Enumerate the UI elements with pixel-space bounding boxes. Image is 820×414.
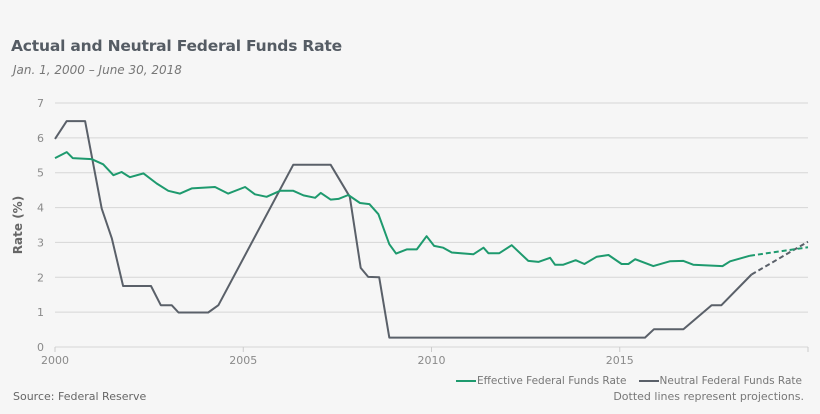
y-tick-label: 3 [37,236,44,249]
y-tick-label: 5 [37,167,44,180]
x-tick-label: 2015 [606,354,634,367]
legend-item-neutral: Neutral Federal Funds Rate [638,375,802,387]
chart-subtitle: Jan. 1, 2000 – June 30, 2018 [13,63,182,77]
legend-swatch [638,380,659,382]
legend-item-effective: Effective Federal Funds Rate [455,375,627,387]
y-axis-label: Rate (%) [11,196,25,254]
projection-line [750,240,809,276]
y-tick-label: 2 [37,271,44,284]
y-tick-label: 1 [37,306,44,319]
chart-title: Actual and Neutral Federal Funds Rate [11,37,342,55]
projection-line [749,246,809,257]
y-tick-label: 4 [37,202,44,215]
series-line [54,120,753,339]
source-note: Source: Federal Reserve [13,390,147,403]
legend-label: Effective Federal Funds Rate [476,375,627,387]
y-tick-label: 7 [37,97,44,110]
legend-swatch [455,380,476,382]
y-tick-label: 0 [37,341,44,354]
projection-note: Dotted lines represent projections. [613,390,804,403]
legend: Effective Federal Funds Rate Neutral Fed… [455,375,802,387]
legend-label: Neutral Federal Funds Rate [659,375,802,387]
y-tick-label: 6 [37,132,44,145]
x-tick-label: 2000 [41,354,69,367]
x-tick-label: 2005 [229,354,257,367]
series-line [54,151,751,268]
x-tick-label: 2010 [418,354,446,367]
